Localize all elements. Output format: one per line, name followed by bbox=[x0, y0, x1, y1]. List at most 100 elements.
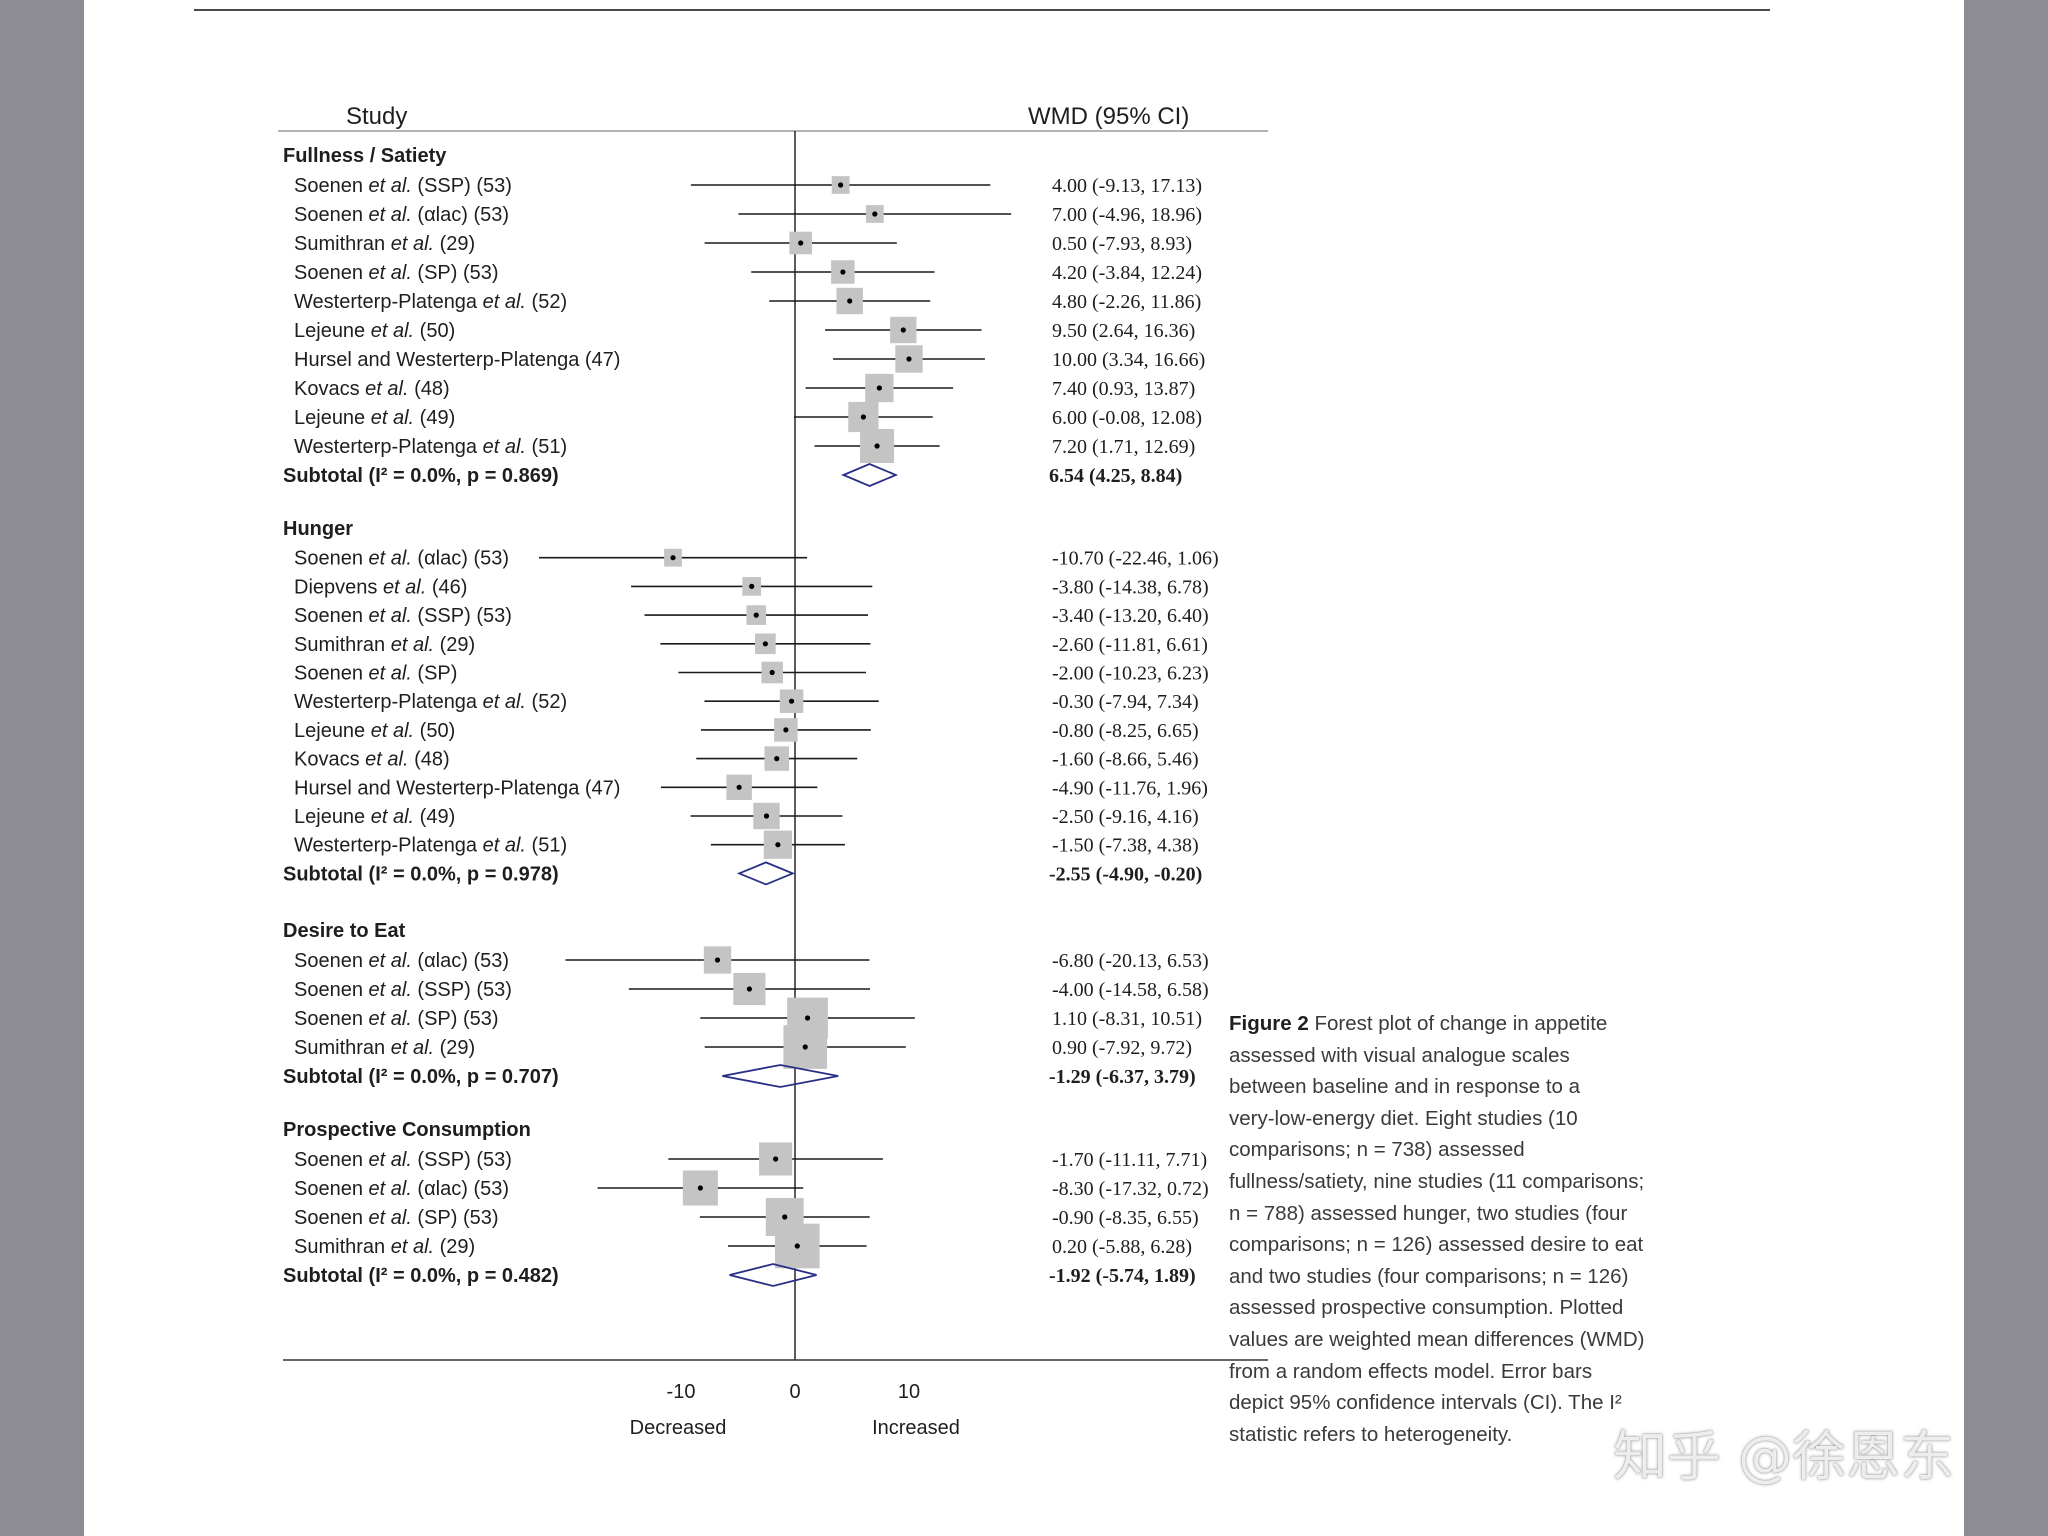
subtotal-value: -1.29 (-6.37, 3.79) bbox=[1049, 1066, 1196, 1088]
study-value: 0.20 (-5.88, 6.28) bbox=[1052, 1236, 1192, 1258]
study-label: Sumithran et al. (29) bbox=[294, 1236, 475, 1258]
study-label: Sumithran et al. (29) bbox=[294, 233, 475, 255]
study-value: -4.00 (-14.58, 6.58) bbox=[1052, 979, 1209, 1001]
caption-line: comparisons; n = 126) assessed desire to… bbox=[1229, 1233, 1644, 1257]
point-estimate bbox=[788, 698, 795, 704]
subtotal-label: Subtotal (I² = 0.0%, p = 0.978) bbox=[283, 863, 559, 885]
study-value: -8.30 (-17.32, 0.72) bbox=[1052, 1178, 1209, 1200]
study-label: Soenen et al. (SSP) (53) bbox=[294, 979, 512, 1001]
point-estimate bbox=[670, 555, 676, 561]
group-title: Hunger bbox=[283, 518, 353, 540]
study-value: -6.80 (-20.13, 6.53) bbox=[1052, 950, 1209, 972]
study-value: -1.50 (-7.38, 4.38) bbox=[1052, 835, 1199, 857]
study-label: Soenen et al. (SP) (53) bbox=[294, 1008, 499, 1030]
study-label: Sumithran et al. (29) bbox=[294, 634, 475, 656]
study-label: Hursel and Westerterp-Platenga (47) bbox=[294, 777, 620, 799]
point-estimate bbox=[746, 986, 753, 992]
study-value: 10.00 (3.34, 16.66) bbox=[1052, 349, 1205, 371]
subtotal-value: -2.55 (-4.90, -0.20) bbox=[1049, 863, 1202, 885]
caption-line: assessed with visual analogue scales bbox=[1229, 1043, 1570, 1067]
study-value: 1.10 (-8.31, 10.51) bbox=[1052, 1008, 1202, 1030]
study-value: -0.90 (-8.35, 6.55) bbox=[1052, 1207, 1199, 1229]
study-label: Sumithran et al. (29) bbox=[294, 1037, 475, 1059]
caption-line: Figure 2 Forest plot of change in appeti… bbox=[1229, 1012, 1608, 1035]
group-title: Fullness / Satiety bbox=[283, 145, 447, 167]
group-title: Desire to Eat bbox=[283, 920, 406, 942]
study-value: 7.00 (-4.96, 18.96) bbox=[1052, 204, 1202, 226]
study-label: Lejeune et al. (50) bbox=[294, 720, 455, 742]
x-label-decreased: Decreased bbox=[630, 1417, 727, 1439]
study-label: Soenen et al. (SSP) (53) bbox=[294, 175, 512, 197]
subtotal-diamond bbox=[736, 861, 796, 886]
caption-line: n = 788) assessed hunger, two studies (f… bbox=[1229, 1201, 1628, 1225]
x-label-increased: Increased bbox=[872, 1417, 960, 1439]
study-value: -3.80 (-14.38, 6.78) bbox=[1052, 576, 1209, 598]
watermark: 知乎 @徐恩东 bbox=[1613, 1425, 1955, 1488]
caption-line: fullness/satiety, nine studies (11 compa… bbox=[1229, 1169, 1645, 1193]
study-label: Lejeune et al. (49) bbox=[294, 806, 455, 828]
study-value: -10.70 (-22.46, 1.06) bbox=[1052, 548, 1219, 570]
caption-line: statistic refers to heterogeneity. bbox=[1229, 1422, 1513, 1446]
study-label: Kovacs et al. (48) bbox=[294, 749, 450, 771]
study-value: -1.70 (-11.11, 7.71) bbox=[1052, 1149, 1207, 1171]
study-label: Hursel and Westerterp-Platenga (47) bbox=[294, 349, 620, 371]
subtotal-value: 6.54 (4.25, 8.84) bbox=[1049, 465, 1182, 487]
caption-line: between baseline and in response to a bbox=[1229, 1075, 1581, 1099]
point-estimate bbox=[773, 1156, 779, 1162]
caption-line: and two studies (four comparisons; n = 1… bbox=[1229, 1264, 1629, 1288]
study-label: Soenen et al. (SSP) (53) bbox=[294, 605, 512, 627]
study-value: 7.20 (1.71, 12.69) bbox=[1052, 436, 1195, 458]
header-wmd: WMD (95% CI) bbox=[1028, 103, 1189, 130]
subtotal-diamond bbox=[722, 1064, 839, 1088]
subtotal-label: Subtotal (I² = 0.0%, p = 0.482) bbox=[283, 1265, 559, 1287]
point-estimate bbox=[804, 1015, 811, 1021]
subtotal-diamond bbox=[729, 1263, 817, 1287]
study-value: 6.00 (-0.08, 12.08) bbox=[1052, 407, 1202, 429]
study-value: -2.00 (-10.23, 6.23) bbox=[1052, 663, 1209, 685]
study-value: 9.50 (2.64, 16.36) bbox=[1052, 320, 1195, 342]
point-estimate bbox=[838, 182, 844, 188]
study-value: -2.50 (-9.16, 4.16) bbox=[1052, 806, 1199, 828]
caption-line: depict 95% confidence intervals (CI). Th… bbox=[1229, 1391, 1622, 1415]
point-estimate bbox=[762, 641, 768, 647]
study-label: Westerterp-Platenga et al. (52) bbox=[294, 691, 567, 713]
point-estimate bbox=[763, 813, 770, 819]
study-value: 4.20 (-3.84, 12.24) bbox=[1052, 262, 1202, 284]
study-label: Lejeune et al. (49) bbox=[294, 407, 455, 429]
study-label: Soenen et al. (αlac) (53) bbox=[294, 548, 509, 570]
study-value: -1.60 (-8.66, 5.46) bbox=[1052, 749, 1199, 771]
study-label: Soenen et al. (SP) (53) bbox=[294, 262, 499, 284]
group-title: Prospective Consumption bbox=[283, 1119, 531, 1141]
x-tick-label: -10 bbox=[667, 1381, 696, 1403]
subtotal-value: -1.92 (-5.74, 1.89) bbox=[1049, 1265, 1196, 1287]
study-value: 0.50 (-7.93, 8.93) bbox=[1052, 233, 1192, 255]
caption-line: assessed prospective consumption. Plotte… bbox=[1229, 1296, 1624, 1320]
study-label: Westerterp-Platenga et al. (51) bbox=[294, 835, 567, 857]
point-estimate bbox=[753, 612, 759, 618]
point-estimate bbox=[802, 1044, 808, 1050]
study-label: Soenen et al. (SP) (53) bbox=[294, 1207, 499, 1229]
point-estimate bbox=[782, 1214, 788, 1220]
study-value: -2.60 (-11.81, 6.61) bbox=[1052, 634, 1208, 656]
subtotal-label: Subtotal (I² = 0.0%, p = 0.707) bbox=[283, 1066, 559, 1088]
point-estimate bbox=[874, 443, 880, 449]
study-label: Kovacs et al. (48) bbox=[294, 378, 450, 400]
figure-caption: Figure 2 Forest plot of change in appeti… bbox=[1229, 1008, 1719, 1450]
point-estimate bbox=[736, 784, 742, 790]
point-estimate bbox=[847, 298, 853, 304]
x-tick-label: 0 bbox=[789, 1381, 800, 1403]
point-estimate bbox=[900, 327, 906, 333]
study-value: 0.90 (-7.92, 9.72) bbox=[1052, 1037, 1192, 1059]
study-label: Soenen et al. (αlac) (53) bbox=[294, 1178, 509, 1200]
caption-line: very-low-energy diet. Eight studies (10 bbox=[1229, 1106, 1578, 1130]
point-estimate bbox=[714, 957, 721, 963]
point-estimate bbox=[774, 756, 780, 762]
study-value: -3.40 (-13.20, 6.40) bbox=[1052, 605, 1209, 627]
study-value: 7.40 (0.93, 13.87) bbox=[1052, 378, 1195, 400]
point-estimate bbox=[775, 842, 781, 848]
header-study: Study bbox=[346, 103, 407, 130]
point-estimate bbox=[798, 240, 804, 246]
point-estimate bbox=[769, 669, 775, 676]
point-estimate bbox=[876, 385, 882, 391]
study-label: Soenen et al. (αlac) (53) bbox=[294, 204, 509, 226]
